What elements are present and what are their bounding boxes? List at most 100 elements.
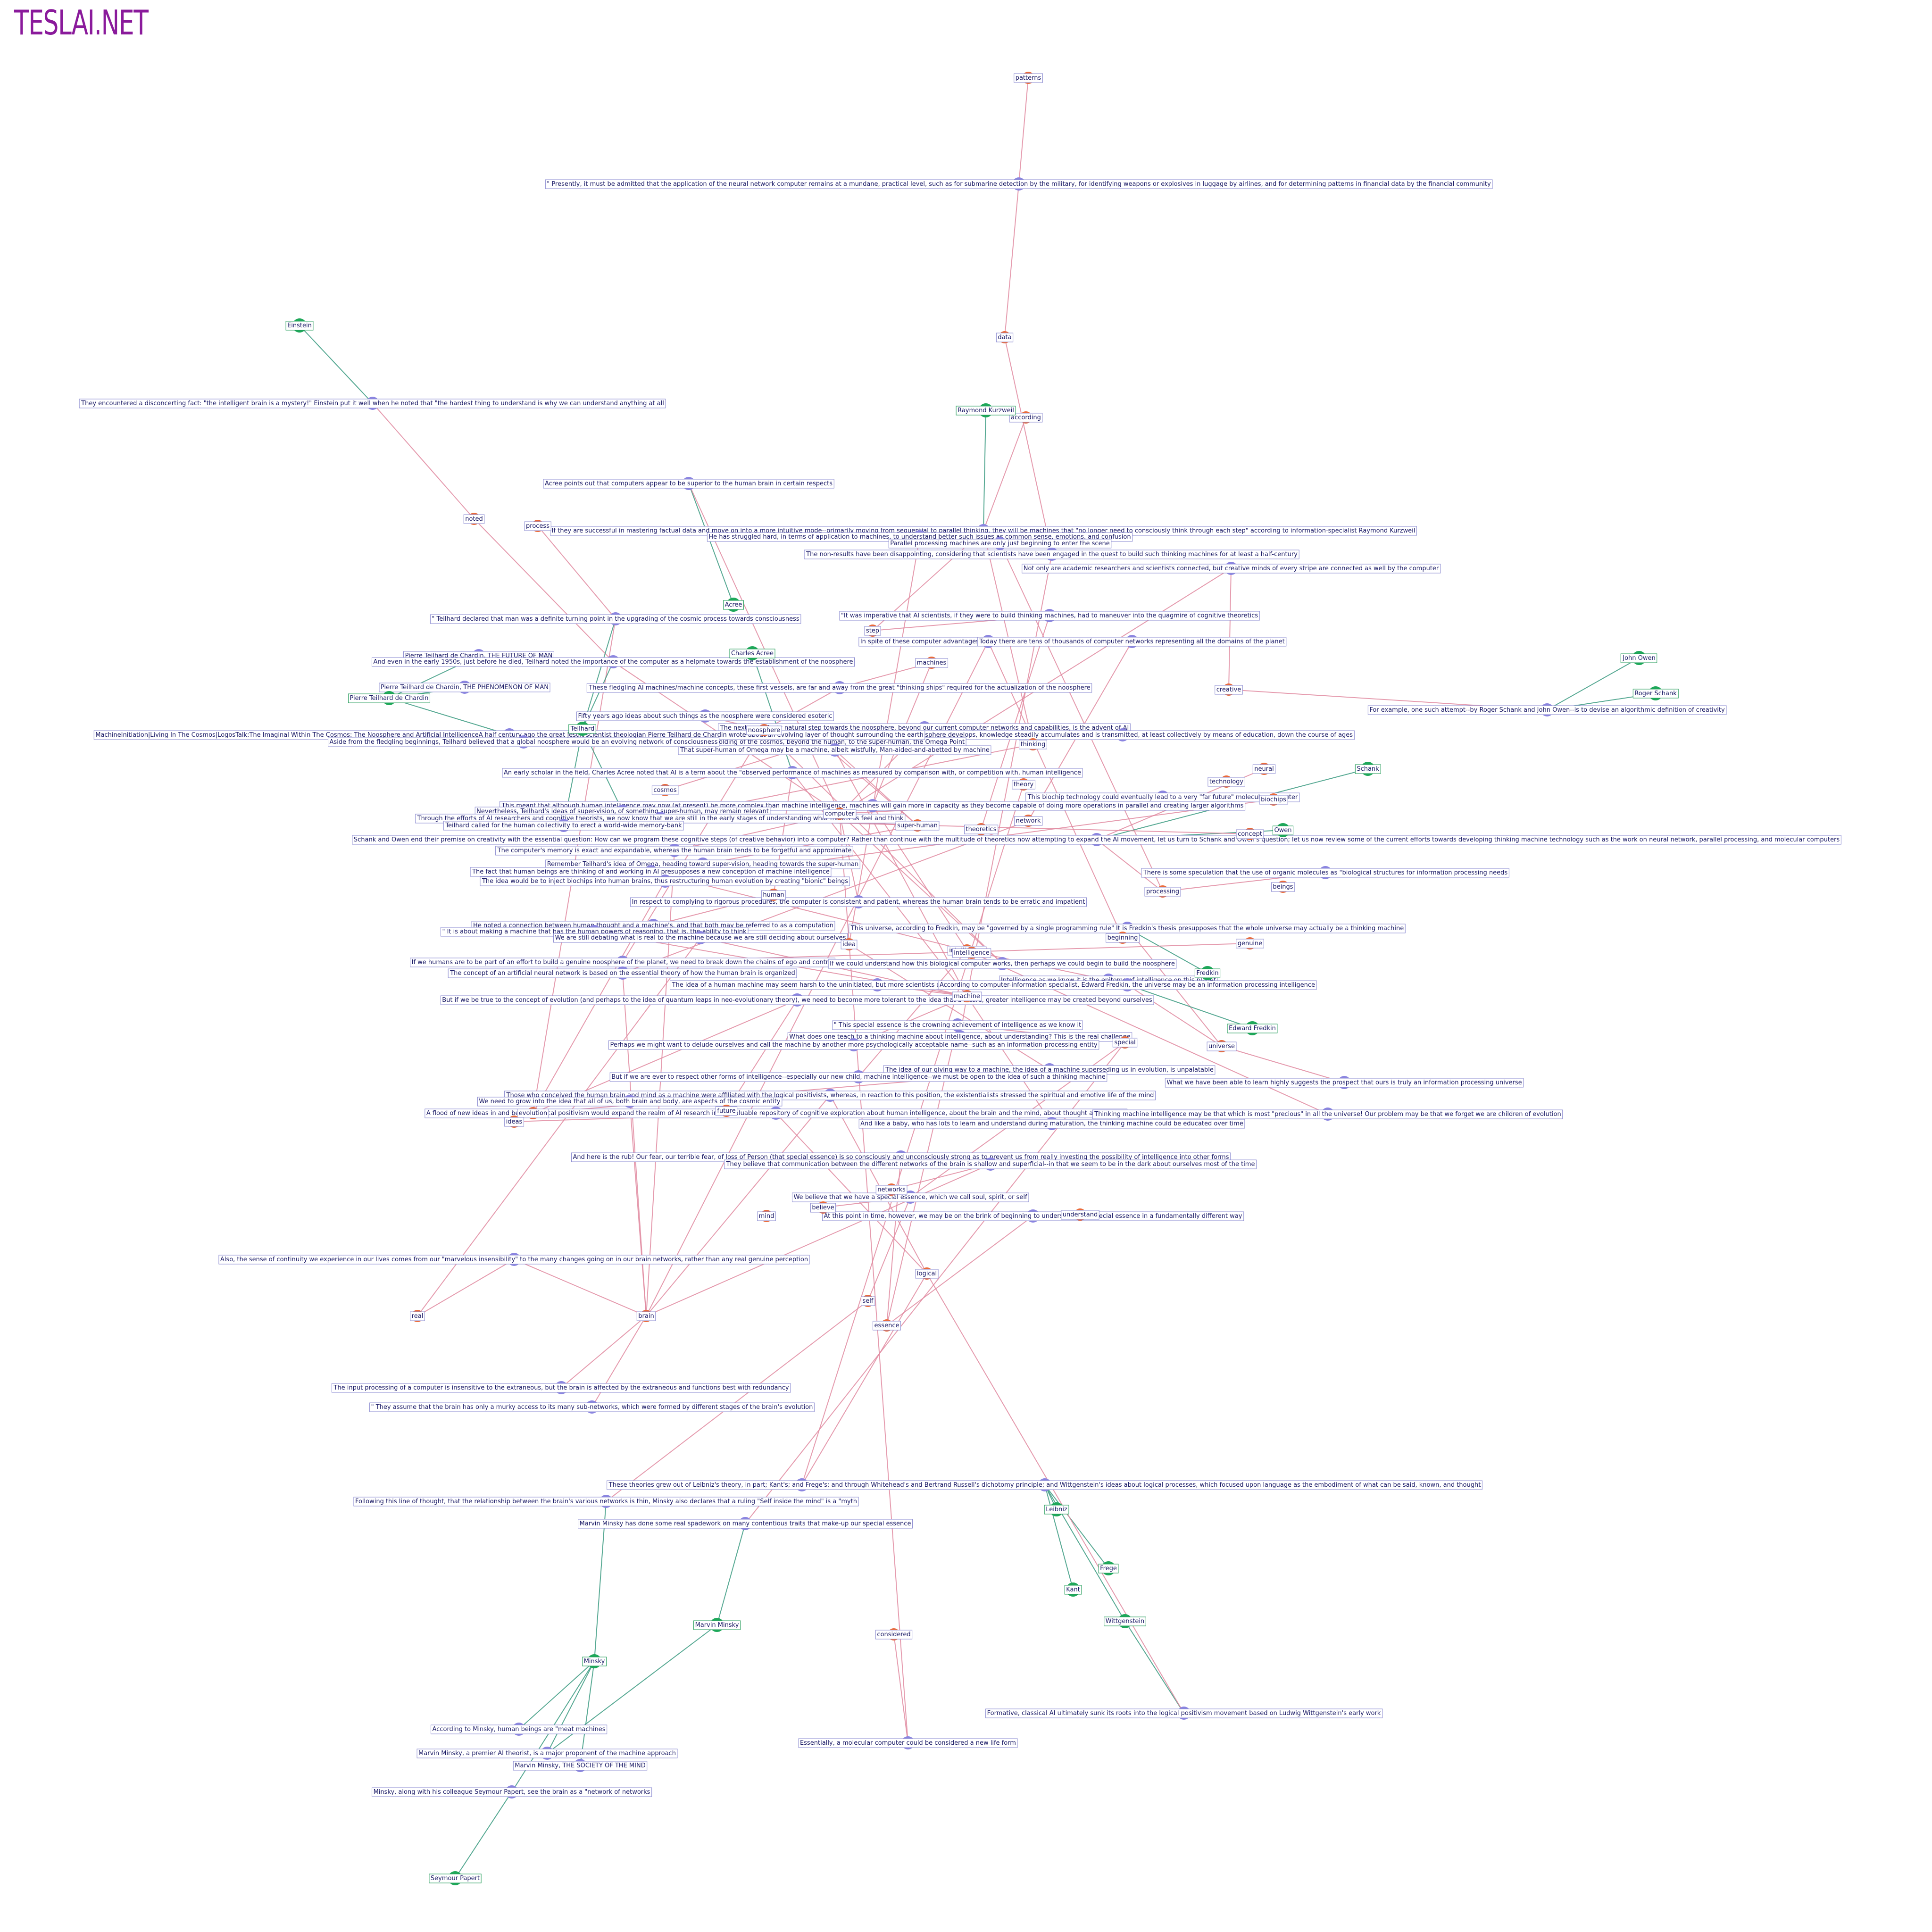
graph-node-person[interactable]: Teilhard [568, 722, 596, 736]
graph-node-statement[interactable]: According to computer-information specia… [938, 978, 1317, 991]
graph-node-statement[interactable]: Following this line of thought, that the… [353, 1495, 859, 1508]
graph-node-person[interactable]: Roger Schank [1632, 686, 1679, 700]
graph-node-person[interactable]: Einstein [285, 318, 314, 333]
graph-node-person[interactable]: Wittgenstein [1104, 1614, 1146, 1628]
graph-node-statement[interactable]: Perhaps we might want to delude ourselve… [608, 1038, 1099, 1051]
graph-node-concept[interactable]: according [1009, 411, 1043, 424]
graph-node-concept[interactable]: creative [1215, 683, 1243, 696]
graph-node-statement[interactable]: We need to grow into the idea that all o… [477, 1095, 783, 1108]
graph-node-statement[interactable]: This universe, according to Fredkin, may… [849, 922, 1406, 935]
graph-node-concept[interactable]: ideas [504, 1116, 525, 1128]
graph-node-concept[interactable]: cosmos [651, 784, 679, 796]
graph-node-statement[interactable]: Fifty years ago ideas about such things … [576, 709, 834, 723]
graph-node-person[interactable]: Minsky [582, 1654, 607, 1668]
graph-node-statement[interactable]: Formative, classical AI ultimately sunk … [985, 1707, 1383, 1720]
graph-node-concept[interactable]: understand [1061, 1208, 1099, 1221]
graph-node-statement[interactable]: The computer's memory is exact and expan… [495, 844, 853, 857]
graph-node-statement[interactable]: They believe that communication between … [724, 1158, 1257, 1171]
graph-node-concept[interactable]: theoretics [964, 823, 999, 835]
graph-node-concept[interactable]: thinking [1019, 738, 1047, 750]
graph-node-statement[interactable]: "It was imperative that AI scientists, i… [839, 609, 1260, 622]
graph-node-concept[interactable]: real [410, 1310, 425, 1322]
graph-node-statement[interactable]: Parallel processing machines are only ju… [888, 537, 1112, 550]
graph-node-concept[interactable]: step [864, 625, 881, 637]
graph-node-statement[interactable]: Through the efforts of AI researchers an… [415, 812, 906, 825]
graph-node-concept[interactable]: mind [757, 1210, 776, 1222]
graph-node-statement[interactable]: Marvin Minsky, a premier AI theorist, is… [416, 1747, 678, 1760]
graph-node-statement[interactable]: Not only are academic researchers and sc… [1022, 562, 1441, 575]
graph-node-concept[interactable]: self [861, 1295, 875, 1307]
graph-node-concept[interactable]: brain [636, 1310, 656, 1322]
graph-node-person[interactable]: Charles Acree [729, 646, 775, 660]
graph-node-statement[interactable]: Pierre Teilhard de Chardin, THE PHENOMEN… [379, 681, 550, 694]
graph-node-statement[interactable]: It was the unfolding of the cosmos, beyo… [675, 735, 966, 749]
graph-node-statement[interactable]: Minsky, along with his colleague Seymour… [372, 1785, 652, 1799]
graph-node-person[interactable]: Leibniz [1044, 1502, 1069, 1516]
graph-node-concept[interactable]: processing [1144, 885, 1181, 898]
graph-node-concept[interactable]: biochips [1259, 793, 1288, 806]
graph-node-concept[interactable]: special [1112, 1036, 1138, 1049]
graph-node-person[interactable]: Schank [1355, 762, 1381, 776]
graph-node-concept[interactable]: intelligence [952, 947, 991, 959]
graph-node-person[interactable]: Acree [723, 598, 744, 612]
graph-node-statement[interactable]: Teilhard called for the human collectivi… [443, 819, 684, 832]
graph-node-statement[interactable]: But if we are ever to respect other form… [609, 1070, 1108, 1083]
graph-node-concept[interactable]: theory [1012, 778, 1035, 791]
graph-node-statement[interactable]: A flood of new ideas in and beyond logic… [425, 1107, 1128, 1120]
graph-node-statement[interactable]: As the noosphere develops, knowledge ste… [891, 728, 1355, 741]
graph-node-statement[interactable]: These theories grew out of Leibniz's the… [607, 1478, 1482, 1491]
graph-node-concept[interactable]: computer [823, 808, 857, 820]
graph-node-concept[interactable]: human [761, 889, 786, 901]
graph-node-statement[interactable]: " This special essence is the crowning a… [832, 1018, 1083, 1032]
graph-node-statement[interactable]: Marvin Minsky, THE SOCIETY OF THE MIND [513, 1759, 648, 1772]
graph-node-concept[interactable]: network [1014, 815, 1043, 827]
graph-node-concept[interactable]: machines [915, 657, 949, 669]
graph-node-person[interactable]: Edward Fredkin [1227, 1021, 1278, 1035]
graph-node-concept[interactable]: process [524, 520, 551, 532]
graph-node-statement[interactable]: And even in the early 1950s, just before… [372, 655, 855, 668]
graph-node-statement[interactable]: In respect to complying to rigorous proc… [630, 895, 1087, 908]
site-logo[interactable]: TESLAI.NET [14, 3, 149, 42]
graph-node-statement[interactable]: The next, seemingly natural step towards… [718, 721, 1131, 734]
graph-node-concept[interactable]: believe [810, 1201, 836, 1214]
graph-node-statement[interactable]: That super-human of Omega may be a machi… [678, 743, 991, 757]
graph-node-statement[interactable]: The concept of an artificial neural netw… [448, 966, 797, 980]
graph-node-statement[interactable]: Today there are tens of thousands of com… [977, 635, 1287, 648]
graph-node-statement[interactable]: Also, the sense of continuity we experie… [218, 1253, 810, 1266]
graph-node-concept[interactable]: universe [1207, 1040, 1237, 1052]
graph-node-statement[interactable]: This biochip technology could eventually… [1025, 791, 1300, 804]
graph-node-concept[interactable]: super-human [895, 819, 940, 832]
graph-node-person[interactable]: Marvin Minsky [693, 1618, 741, 1632]
graph-node-concept[interactable]: technology [1208, 775, 1245, 788]
graph-node-statement[interactable]: According to Minsky, human beings are "m… [431, 1723, 608, 1736]
graph-node-concept[interactable]: beings [1271, 881, 1295, 893]
graph-node-statement[interactable]: And here is the rub! Our fear, our terri… [571, 1150, 1231, 1164]
graph-node-statement[interactable]: We believe that we have a special essenc… [791, 1191, 1029, 1204]
graph-node-statement[interactable]: Acree points out that computers appear t… [543, 477, 834, 490]
graph-node-statement[interactable]: The fact that human beings are thinking … [470, 865, 832, 878]
graph-node-person[interactable]: John Owen [1620, 651, 1657, 665]
graph-node-person[interactable]: Fredkin [1194, 966, 1221, 980]
graph-node-concept[interactable]: data [996, 331, 1014, 343]
graph-node-statement[interactable]: An early scholar in the field, Charles A… [502, 766, 1083, 779]
graph-node-statement[interactable]: The idea would be to inject biochips int… [480, 874, 850, 888]
graph-node-statement[interactable]: For example, one such attempt--by Roger … [1367, 703, 1727, 716]
graph-node-concept[interactable]: essence [873, 1319, 901, 1332]
graph-node-statement[interactable]: " Teilhard declared that man was a defin… [430, 612, 801, 625]
graph-node-person[interactable]: Kant [1064, 1582, 1082, 1597]
graph-node-statement[interactable]: Essentially, a molecular computer could … [798, 1736, 1018, 1749]
graph-node-statement[interactable]: " Presently, it must be admitted that th… [545, 177, 1493, 191]
graph-node-concept[interactable]: idea [841, 938, 858, 950]
graph-node-concept[interactable]: patterns [1014, 72, 1043, 84]
graph-node-concept[interactable]: considered [875, 1628, 913, 1641]
graph-node-concept[interactable]: noosphere [746, 724, 782, 736]
graph-node-statement[interactable]: The non-results have been disappointing,… [804, 548, 1299, 561]
graph-node-statement[interactable]: Nevertheless, Teilhard's ideas of super-… [475, 805, 771, 818]
graph-node-statement[interactable]: Schank and Owen end their premise on cre… [352, 833, 1841, 846]
graph-node-concept[interactable]: evolution [517, 1107, 549, 1119]
graph-node-statement[interactable]: Aside from the fledgling beginnings, Tei… [328, 735, 720, 749]
graph-node-statement[interactable]: But if we be true to the concept of evol… [440, 993, 1154, 1007]
graph-node-statement[interactable]: They encountered a disconcerting fact: "… [79, 397, 666, 410]
graph-node-concept[interactable]: beginning [1106, 932, 1140, 944]
graph-node-person[interactable]: Seymour Papert [429, 1871, 482, 1885]
